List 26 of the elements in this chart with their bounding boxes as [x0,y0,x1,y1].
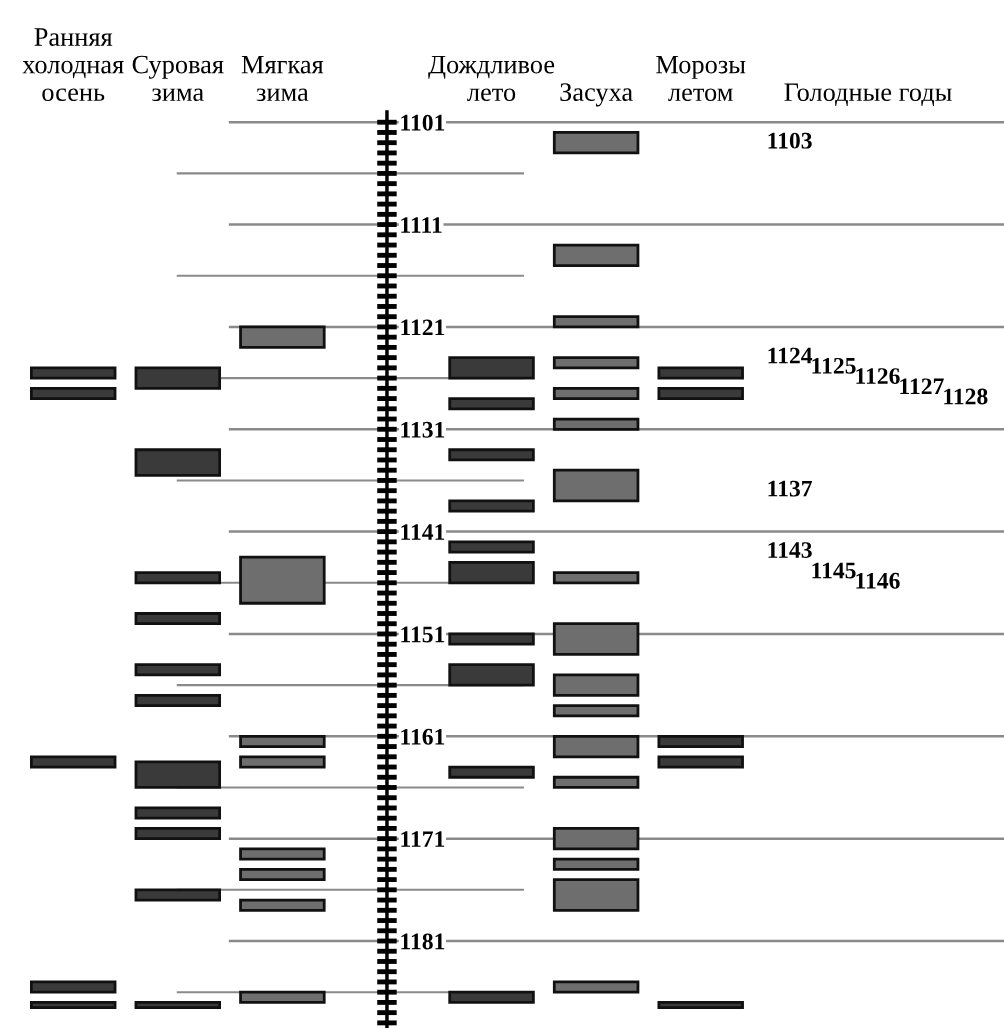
y-tick-label: 1181 [401,933,445,950]
y-tick-label: 1101 [401,114,445,131]
text: 1128 [944,388,988,405]
x-tick-label: Голодные годы [784,83,952,106]
x-tick-label: Суровая зима [132,55,224,102]
annotation: 1143 [768,542,812,558]
annotation: 1124 [768,347,813,364]
x-tick-label: Дождливое лето [428,55,555,102]
annotation: 1127 [900,378,944,395]
x-tick-label: Мягкая зима [241,55,324,102]
y-tick-label: 1111 [401,217,442,233]
annotation: 1125 [812,357,856,374]
annotation: 1145 [812,562,856,579]
y-tick-label: 1131 [401,421,445,438]
y-tick-label: 1171 [401,831,445,847]
annotation: 1137 [768,480,812,497]
y-tick-label: 1161 [401,728,445,745]
x-tick-label: Морозы летом [656,55,746,102]
annotation: 1103 [768,132,812,149]
y-tick-label: 1141 [401,524,445,540]
annotation: 1126 [856,368,900,385]
annotation: 1146 [856,572,900,589]
y-tick-label: 1151 [401,626,445,643]
x-tick-label: Ранняя холодная осень [22,28,124,102]
x-tick-label: Засуха [560,83,633,107]
y-tick-label: 1121 [401,319,445,336]
